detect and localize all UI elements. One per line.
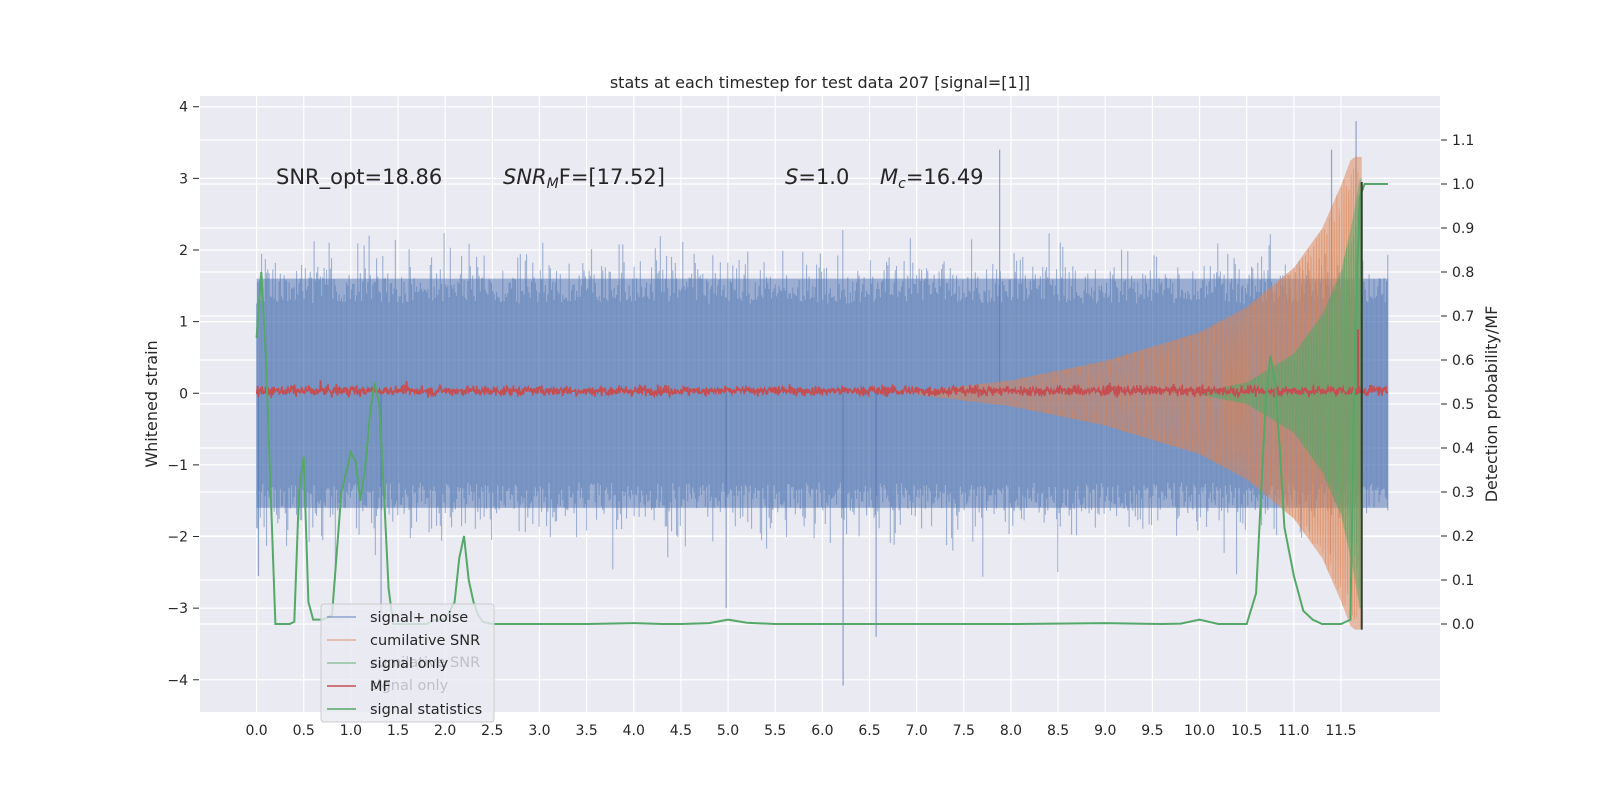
legend-label: MF (370, 679, 391, 695)
signal-only-oscillation (1199, 188, 1363, 603)
legend-label: signal statistics (370, 702, 482, 718)
annotation-snr-mf-value: F=[17.52] (559, 165, 665, 189)
y-axis-ticks: 4 3 2 1 0 −1 −2 −3 −4 (167, 100, 199, 689)
y2-tick-label: 0.2 (1452, 529, 1474, 545)
x-tick-label: 5.0 (717, 723, 739, 739)
x-tick-label: 9.0 (1094, 723, 1116, 739)
y-tick-label: −1 (167, 458, 188, 474)
annotation-mc: Mc=16.49 (880, 165, 984, 192)
annotation-snr-opt: SNR_opt=18.86 (276, 165, 442, 190)
x-tick-label: 3.0 (528, 723, 550, 739)
legend-entry-cumulative-snr: cumilative SNR (327, 633, 480, 649)
legend-entry-signal-noise: signal+ noise (327, 610, 468, 626)
annotation-s: S=1.0 (785, 165, 849, 189)
legend-label: cumilative SNR (370, 633, 480, 649)
cumulative-snr-oscillation (916, 167, 1363, 620)
y-tick-label: 0 (179, 386, 188, 402)
y2-tick-label: 0.0 (1452, 617, 1474, 633)
annotation-mc-name: M (880, 165, 898, 189)
x-tick-label: 6.0 (811, 723, 833, 739)
legend-label: signal+ noise (370, 610, 468, 626)
legend-box (320, 603, 495, 723)
y2-tick-label: 0.1 (1452, 573, 1474, 589)
x-tick-label: 7.5 (953, 723, 975, 739)
annotation-snr-mf-sub: M (547, 176, 559, 192)
x-tick-label: 7.0 (906, 723, 928, 739)
y-tick-label: 3 (179, 171, 188, 187)
x-tick-label: 0.5 (293, 723, 315, 739)
x-tick-label: 8.5 (1047, 723, 1069, 739)
x-axis-ticks: 0.0 0.5 1.0 1.5 2.0 2.5 3.0 3.5 4.0 4.5 5.0 5.5 6.0 6… (245, 723, 1356, 739)
x-tick-label: 1.5 (387, 723, 409, 739)
x-tick-label: 5.5 (764, 723, 786, 739)
y-axis-label: Whitened strain (142, 340, 161, 467)
x-tick-label: 10.0 (1184, 723, 1215, 739)
y-tick-label: 1 (179, 315, 188, 331)
y-tick-label: −4 (167, 673, 188, 689)
x-tick-label: 9.5 (1141, 723, 1163, 739)
legend-entry-signal-statistics: signal statistics (327, 702, 482, 718)
series-cumulative-snr (916, 156, 1363, 630)
x-tick-label: 2.5 (481, 723, 503, 739)
x-tick-label: 4.0 (623, 723, 645, 739)
y-tick-label: −3 (167, 601, 188, 617)
annotation-s-value: =1.0 (798, 165, 849, 189)
legend-ghost-label-1: signal only (370, 678, 449, 694)
annotation-snr-mf: SNRMF=[17.52] (503, 165, 665, 192)
y2-tick-label: 0.4 (1452, 441, 1474, 457)
x-tick-label: 8.0 (1000, 723, 1022, 739)
legend-ghost-label-0: cumilative SNR (370, 655, 480, 671)
x-tick-label: 10.5 (1231, 723, 1262, 739)
y2-tick-label: 0.7 (1452, 309, 1474, 325)
legend-entry-mf: MF (327, 679, 391, 695)
x-tick-label: 6.5 (858, 723, 880, 739)
x-tick-label: 4.5 (670, 723, 692, 739)
series-mf-line (255, 380, 1389, 400)
y2-tick-label: 0.6 (1452, 353, 1474, 369)
y2-tick-label: 0.8 (1452, 265, 1474, 281)
x-tick-label: 11.5 (1325, 723, 1356, 739)
y2-axis-label: Detection probability/MF (1482, 306, 1501, 503)
y2-axis-ticks: 1.1 1.0 0.9 0.8 0.7 0.6 0.5 0.4 0.3 0.2 0.1 0.0 (1441, 133, 1474, 633)
x-tick-label: 11.0 (1278, 723, 1309, 739)
y2-tick-label: 1.0 (1452, 177, 1474, 193)
annotation-snr-mf-name: SNR (503, 165, 547, 189)
y-tick-label: −2 (167, 530, 188, 546)
x-tick-label: 3.5 (575, 723, 597, 739)
x-tick-label: 1.0 (340, 723, 362, 739)
y-tick-label: 4 (179, 100, 188, 116)
legend-label: signal only (370, 656, 449, 672)
y-tick-label: 2 (179, 243, 188, 259)
x-tick-label: 2.0 (434, 723, 456, 739)
annotation-s-name: S (785, 165, 798, 189)
chart-title: stats at each timestep for test data 207… (610, 73, 1030, 92)
y2-tick-label: 1.1 (1452, 133, 1474, 149)
x-tick-label: 0.0 (245, 723, 267, 739)
annotation-mc-sub: c (898, 176, 906, 192)
y2-tick-label: 0.3 (1452, 485, 1474, 501)
legend: cumilative SNR signal only signal+ noise… (320, 603, 495, 723)
annotation-mc-value: =16.49 (906, 165, 984, 189)
y2-tick-label: 0.9 (1452, 221, 1474, 237)
cumulative-snr-envelope (916, 156, 1362, 630)
y2-tick-label: 0.5 (1452, 397, 1474, 413)
legend-entry-signal-only: signal only (327, 656, 449, 672)
